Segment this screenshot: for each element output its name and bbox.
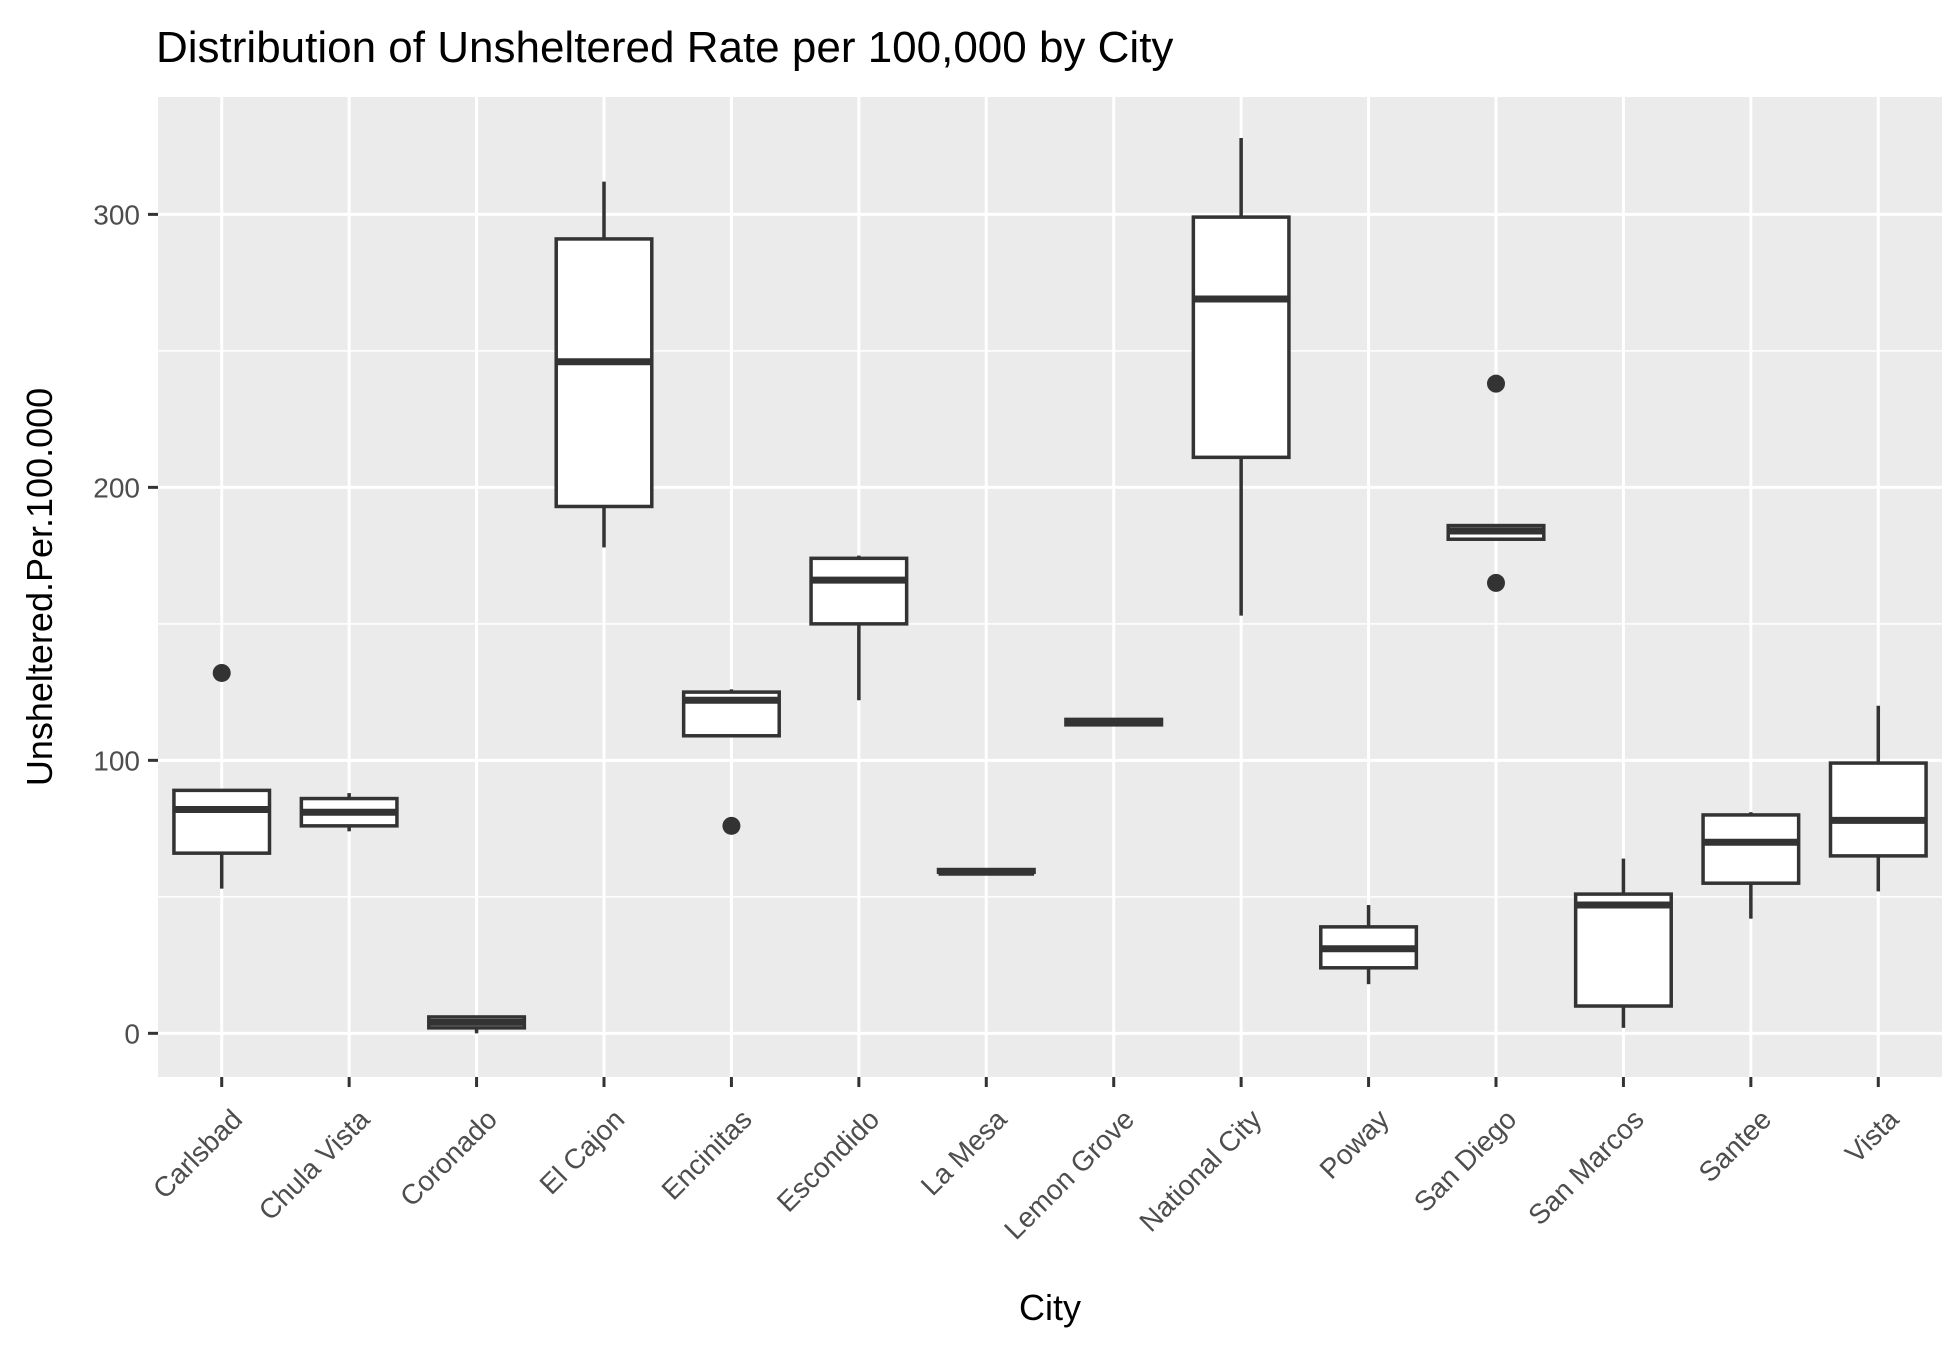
x-tick-label: Poway [1314, 1103, 1395, 1184]
box-iqr [1191, 215, 1291, 460]
x-tick-label: Lemon Grove [998, 1103, 1140, 1245]
box-carlsbad [172, 663, 272, 889]
x-tick-label: Encinitas [656, 1103, 758, 1205]
y-tick-label: 300 [93, 199, 140, 230]
box-encinitas [681, 689, 781, 835]
x-tick-label: Santee [1693, 1103, 1778, 1188]
x-axis: Carlsbad Chula Vista Coronado El Cajon Encin… [147, 1077, 1905, 1245]
box-santee [1701, 812, 1801, 919]
outlier-point [1487, 374, 1505, 393]
outlier-point [722, 816, 741, 835]
y-tick-label: 100 [93, 745, 140, 776]
x-tick-label: San Marcos [1522, 1103, 1650, 1231]
box-escondido [809, 555, 909, 701]
box-chula-vista [299, 793, 399, 832]
boxes [172, 137, 1928, 1034]
box-iqr [1828, 761, 1928, 858]
y-axis-title: Unsheltered.Per.100.000 [19, 388, 60, 786]
box-el-cajon [554, 181, 654, 548]
x-tick-label: La Mesa [915, 1103, 1013, 1201]
box-san-diego [1446, 374, 1546, 592]
box-la-mesa [936, 867, 1036, 876]
outlier-point [1487, 573, 1505, 592]
box-iqr [1573, 892, 1673, 1008]
x-tick-label: Coronado [394, 1103, 503, 1212]
box-iqr [554, 237, 654, 509]
x-tick-label: Escondido [771, 1103, 885, 1217]
box-national-city [1191, 137, 1291, 616]
chart-title: Distribution of Unsheltered Rate per 100… [156, 23, 1173, 72]
box-poway [1319, 905, 1419, 985]
y-tick-label: 0 [124, 1018, 140, 1049]
x-tick-label: San Diego [1408, 1103, 1522, 1217]
plot-panel [158, 97, 1942, 1077]
x-tick-label: Vista [1839, 1103, 1905, 1169]
box-iqr [809, 556, 909, 626]
x-tick-label: Chula Vista [253, 1103, 376, 1226]
x-tick-label: El Cajon [534, 1103, 631, 1200]
box-iqr [1701, 813, 1801, 885]
box-coronado [427, 1015, 527, 1034]
box-vista [1828, 705, 1928, 892]
box-iqr [172, 788, 272, 855]
y-tick-label: 200 [93, 472, 140, 503]
x-tick-label: National City [1133, 1103, 1267, 1237]
box-san-marcos [1573, 858, 1673, 1028]
y-axis: 0 100 200 300 [93, 199, 158, 1049]
outlier-point [212, 663, 231, 682]
box-lemon-grove [1064, 717, 1164, 727]
x-axis-title: City [1019, 1287, 1081, 1328]
x-tick-label: Carlsbad [147, 1103, 248, 1204]
